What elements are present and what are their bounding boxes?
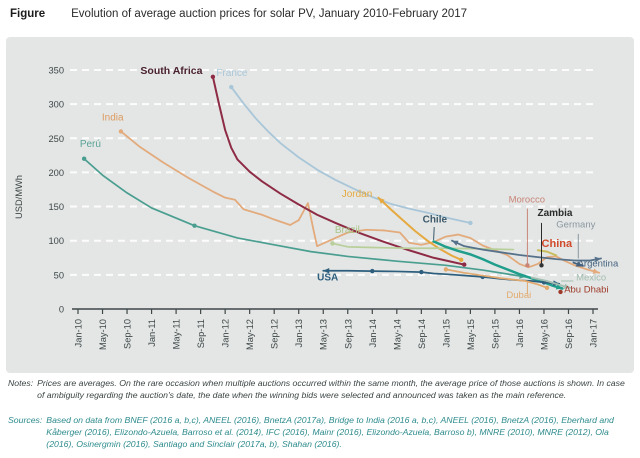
svg-text:350: 350 [48, 65, 64, 75]
svg-text:Sep-15: Sep-15 [490, 319, 500, 349]
svg-text:India: India [102, 112, 124, 123]
figure-label: Figure [10, 8, 46, 20]
svg-text:Sep-10: Sep-10 [123, 319, 133, 349]
svg-text:50: 50 [54, 270, 64, 280]
figure-header: Figure Evolution of average auction pric… [10, 8, 467, 20]
svg-text:China: China [542, 238, 573, 250]
notes-text: Prices are averages. On the rare occasio… [37, 378, 625, 401]
svg-text:Jan-16: Jan-16 [515, 319, 525, 347]
svg-text:Jan-10: Jan-10 [74, 319, 84, 347]
svg-text:Jan-15: Jan-15 [441, 319, 451, 347]
svg-text:Brazil: Brazil [335, 225, 360, 236]
svg-text:Jan-14: Jan-14 [368, 319, 378, 347]
figure-title: Evolution of average auction prices for … [71, 8, 468, 20]
svg-text:USD/MWh: USD/MWh [14, 175, 24, 219]
svg-text:Dubai: Dubai [506, 290, 531, 301]
svg-text:Germany: Germany [556, 220, 595, 231]
svg-text:200: 200 [48, 168, 64, 178]
svg-text:Mexico: Mexico [576, 272, 606, 283]
svg-text:Sep-13: Sep-13 [343, 319, 353, 349]
svg-text:Jan-17: Jan-17 [589, 319, 599, 347]
svg-text:South Africa: South Africa [140, 65, 202, 77]
svg-text:250: 250 [48, 134, 64, 144]
svg-text:Chile: Chile [423, 214, 448, 225]
svg-text:May-15: May-15 [466, 319, 476, 350]
svg-text:May-10: May-10 [98, 319, 108, 350]
svg-text:Abu Dhabi: Abu Dhabi [564, 285, 608, 296]
svg-text:Argentina: Argentina [578, 259, 619, 270]
svg-text:Sep-12: Sep-12 [270, 319, 280, 349]
svg-text:Jan-11: Jan-11 [147, 319, 157, 347]
svg-text:100: 100 [48, 236, 64, 246]
svg-text:Morocco: Morocco [509, 194, 545, 205]
svg-text:May-13: May-13 [319, 319, 329, 350]
svg-text:Sep-14: Sep-14 [417, 319, 427, 349]
svg-text:Sep-16: Sep-16 [564, 319, 574, 349]
sources-text: Based on data from BNEF (2016 a, b,c), A… [46, 415, 614, 450]
svg-text:Jan-13: Jan-13 [294, 319, 304, 347]
svg-text:May-14: May-14 [392, 319, 402, 350]
svg-text:Jordan: Jordan [342, 189, 373, 200]
svg-text:0: 0 [59, 305, 64, 315]
svg-text:France: France [216, 68, 248, 79]
svg-text:Jan-12: Jan-12 [221, 319, 231, 347]
chart-panel: 0 50 100 150 200 250 300 350 Jan-10 May-10 Sep-10 J… [6, 37, 634, 373]
sources-label: Sources: [8, 415, 43, 425]
chart-svg: 0 50 100 150 200 250 300 350 Jan-10 May-10 Sep-10 J… [14, 65, 619, 350]
svg-text:May-12: May-12 [245, 319, 255, 350]
svg-text:300: 300 [48, 100, 64, 110]
sources: Sources: Based on data from BNEF (2016 a… [8, 414, 634, 451]
svg-text:150: 150 [48, 202, 64, 212]
svg-text:USA: USA [317, 272, 338, 283]
svg-text:May-16: May-16 [539, 319, 549, 350]
notes-label: Notes: [8, 378, 34, 388]
notes: Notes: Prices are averages. On the rare … [8, 377, 634, 401]
svg-text:Perú: Perú [80, 139, 101, 150]
svg-text:Zambia: Zambia [537, 208, 572, 219]
svg-text:Sep-11: Sep-11 [196, 319, 206, 348]
svg-text:May-11: May-11 [172, 319, 182, 349]
